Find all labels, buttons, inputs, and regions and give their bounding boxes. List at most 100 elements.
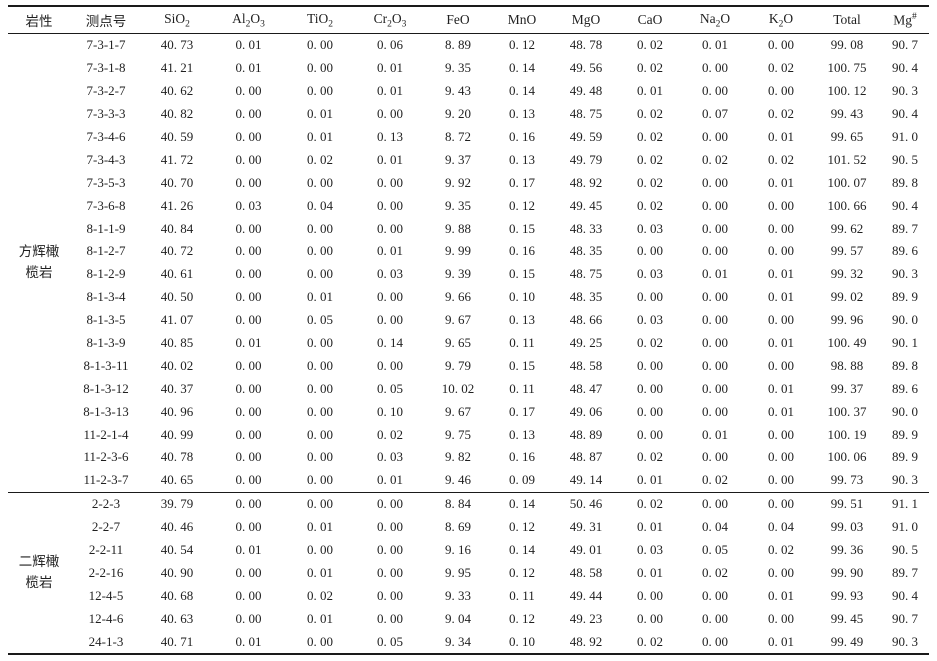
cell-mgo: 49. 56 — [569, 60, 603, 76]
cell-sio2: 40. 65 — [160, 472, 194, 488]
cell-mgo: 49. 44 — [569, 587, 603, 603]
header-row: 岩性 测点号 SiO2 Al2O3 TiO2 Cr2O3 FeO MnO MgO CaO Na2O K… — [8, 6, 929, 34]
cell-mg-number: 89. 6 — [892, 380, 918, 396]
cell-tio2: 0. 01 — [307, 106, 333, 122]
cell-mno: 0. 12 — [509, 610, 535, 626]
cell-total: 101. 52 — [827, 151, 867, 167]
cell-mgo: 49. 06 — [569, 403, 603, 419]
cell-tio2: 0. 00 — [307, 449, 333, 465]
cell-k2o: 0. 00 — [768, 197, 794, 213]
cell-mg-number: 90. 3 — [892, 472, 918, 488]
cell-mg-number: 91. 1 — [881, 491, 929, 516]
table-row: 7-3-6-8 41. 26 0. 03 0. 04 0. 00 9. 35 0. 12 49… — [8, 194, 929, 217]
cell-spot-id: 8-1-2-7 — [86, 243, 126, 259]
cell-cao: 0. 02 — [637, 37, 663, 53]
cell-cao: 0. 03 — [637, 220, 663, 236]
cell-total: 99. 51 — [813, 491, 881, 516]
cell-na2o: 0. 00 — [702, 312, 728, 328]
cell-spot-id: 8-1-3-11 — [83, 357, 129, 373]
cell-cr2o3: 0. 01 — [377, 83, 403, 99]
cell-mg-number: 90. 0 — [892, 312, 918, 328]
cell-cr2o3: 0. 00 — [377, 519, 403, 535]
cell-mno: 0. 09 — [509, 472, 535, 488]
cell-sio2: 40. 84 — [160, 220, 194, 236]
cell-mg-number: 90. 4 — [892, 197, 918, 213]
cell-feo: 9. 33 — [445, 587, 471, 603]
cell-cao: 0. 02 — [637, 633, 663, 649]
cell-cr2o3: 0. 05 — [377, 380, 403, 396]
cell-na2o: 0. 02 — [702, 472, 728, 488]
cell-mno: 0. 14 — [509, 60, 535, 76]
cell-cao: 0. 02 — [637, 197, 663, 213]
cell-tio2: 0. 02 — [307, 151, 333, 167]
cell-cr2o3: 0. 00 — [377, 106, 403, 122]
table-row: 8-1-3-9 40. 85 0. 01 0. 00 0. 14 9. 65 0. 11 49… — [8, 332, 929, 355]
cell-cao: 0. 00 — [637, 289, 663, 305]
cell-cao: 0. 02 — [637, 174, 663, 190]
cell-mgo: 49. 25 — [569, 335, 603, 351]
cell-tio2: 0. 00 — [307, 220, 333, 236]
cell-cao: 0. 03 — [637, 542, 663, 558]
cell-k2o: 0. 00 — [768, 37, 794, 53]
cell-spot-id: 24-1-3 — [88, 633, 124, 649]
cell-tio2: 0. 00 — [307, 83, 333, 99]
cell-tio2: 0. 00 — [285, 491, 355, 516]
cell-k2o: 0. 00 — [749, 491, 813, 516]
cell-tio2: 0. 01 — [307, 289, 333, 305]
cell-k2o: 0. 01 — [768, 587, 794, 603]
cell-feo: 9. 66 — [445, 289, 471, 305]
cell-k2o: 0. 00 — [768, 564, 794, 580]
cell-sio2: 40. 59 — [160, 129, 194, 144]
lithology-label-line: 二辉橄 — [18, 554, 60, 569]
cell-al2o3: 0. 00 — [235, 220, 262, 236]
table-row: 2-2-7 40. 46 0. 00 0. 01 0. 00 8. 69 0. 12 49. … — [8, 516, 929, 539]
cell-tio2: 0. 00 — [307, 426, 333, 442]
cell-mg-number: 89. 7 — [892, 564, 918, 580]
cell-mg-number: 90. 3 — [892, 83, 918, 99]
cell-total: 99. 36 — [830, 542, 864, 558]
cell-mg-number: 89. 9 — [892, 449, 918, 465]
cell-k2o: 0. 00 — [768, 449, 794, 465]
cell-mno: 0. 10 — [509, 289, 535, 305]
cell-feo: 9. 34 — [445, 633, 471, 649]
table-row: 2-2-11 40. 54 0. 01 0. 00 0. 00 9. 16 0. 14 49.… — [8, 539, 929, 562]
cell-cao: 0. 00 — [637, 426, 663, 442]
cell-feo: 9. 75 — [445, 426, 471, 442]
cell-al2o3: 0. 00 — [235, 472, 262, 488]
table-row: 7-3-4-6 40. 59 0. 00 0. 01 0. 13 8. 72 0. 16 49… — [8, 126, 929, 149]
cell-total: 98. 88 — [830, 357, 864, 373]
cell-mno: 0. 11 — [509, 335, 535, 351]
cell-cr2o3: 0. 05 — [377, 633, 403, 649]
cell-na2o: 0. 00 — [702, 403, 728, 419]
cell-spot-id: 7-3-1-8 — [86, 60, 126, 76]
cell-na2o: 0. 02 — [702, 151, 728, 167]
cell-mg-number: 90. 4 — [892, 587, 918, 603]
cell-k2o: 0. 00 — [768, 83, 794, 99]
cell-feo: 9. 65 — [445, 335, 471, 351]
cell-mno: 0. 11 — [509, 380, 535, 396]
lithology-label: 二辉橄 榄岩 — [8, 491, 70, 655]
cell-mno: 0. 15 — [509, 220, 535, 236]
cell-feo: 9. 39 — [445, 266, 471, 282]
mineral-composition-table: 岩性 测点号 SiO2 Al2O3 TiO2 Cr2O3 FeO MnO MgO CaO Na2O K… — [8, 5, 929, 656]
cell-sio2: 40. 62 — [160, 83, 194, 99]
cell-feo: 9. 43 — [445, 83, 471, 99]
cell-cao: 0. 01 — [637, 564, 663, 580]
cell-al2o3: 0. 00 — [235, 426, 262, 442]
cell-cao: 0. 02 — [637, 60, 663, 76]
cell-spot-id: 8-1-3-5 — [86, 312, 126, 328]
cell-mgo: 48. 75 — [569, 266, 603, 282]
cell-cr2o3: 0. 00 — [377, 312, 403, 328]
cell-sio2: 40. 70 — [160, 174, 194, 190]
cell-total: 99. 73 — [830, 472, 864, 488]
cell-mno: 0. 11 — [509, 587, 535, 603]
cell-al2o3: 0. 00 — [235, 403, 262, 419]
cell-mgo: 49. 31 — [569, 519, 603, 535]
cell-feo: 9. 46 — [445, 472, 471, 488]
cell-k2o: 0. 01 — [768, 289, 794, 305]
column-header-cr2o3: Cr2O3 — [355, 6, 425, 34]
table-row: 8-1-3-13 40. 96 0. 00 0. 00 0. 10 9. 67 0. 17 4… — [8, 400, 929, 423]
cell-feo: 9. 92 — [445, 174, 471, 190]
cell-na2o: 0. 00 — [702, 289, 728, 305]
